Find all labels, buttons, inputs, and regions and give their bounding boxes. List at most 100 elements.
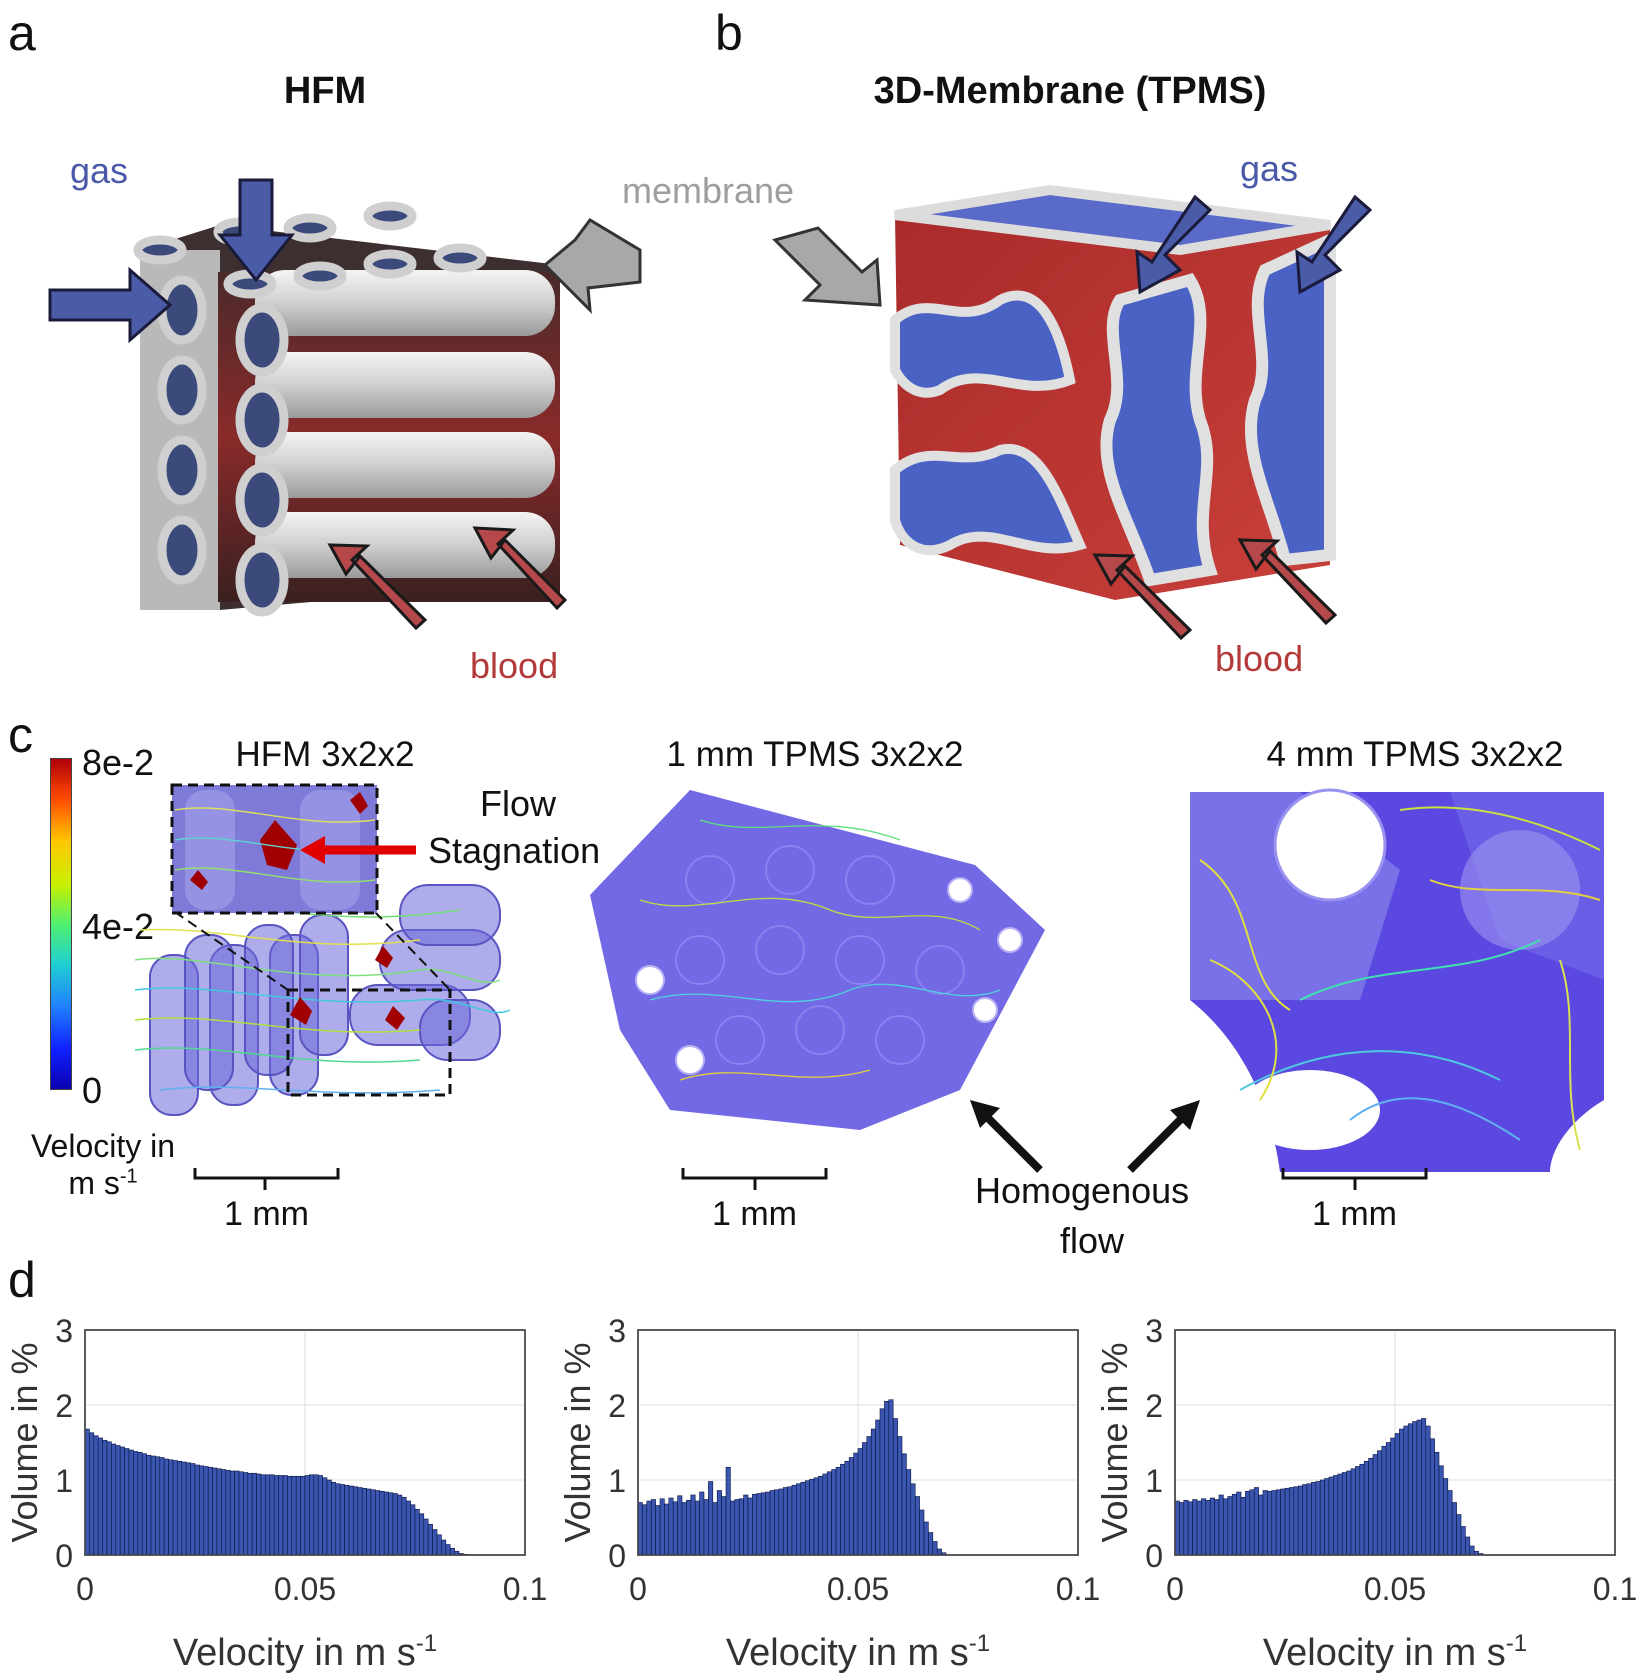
gas-arrow-down-icon <box>216 178 296 283</box>
histogram-bar <box>339 1484 345 1556</box>
histogram-bar <box>1390 1437 1396 1556</box>
histogram-bar <box>1183 1499 1189 1556</box>
membrane-label: membrane <box>622 170 795 211</box>
histogram-bar <box>853 1452 859 1556</box>
histogram-bar <box>1328 1476 1334 1556</box>
histogram-bar <box>936 1548 942 1556</box>
histogram-bar <box>1306 1483 1312 1556</box>
membrane-arrow-icon <box>772 226 882 307</box>
histogram-bar <box>375 1490 381 1556</box>
histogram-bar <box>141 1453 147 1556</box>
blood-arrow-icon <box>1237 538 1338 626</box>
hfm-flow-simulation <box>134 783 511 1116</box>
tpms-4mm-flow-simulation <box>1190 788 1604 1172</box>
histogram-bar <box>1284 1487 1290 1556</box>
scale-bar-label: 1 mm <box>712 1195 797 1233</box>
histogram-bar <box>848 1457 854 1556</box>
histogram-bar <box>769 1490 775 1556</box>
tpms-block <box>890 184 1336 600</box>
tpms-1mm-flow-simulation <box>590 790 1045 1130</box>
histogram-bar <box>796 1483 802 1556</box>
histogram-bar <box>1456 1514 1462 1556</box>
histogram-bar <box>269 1474 275 1556</box>
zoom-region-box <box>286 988 452 1097</box>
histogram-bar <box>1315 1481 1321 1556</box>
histogram-bar <box>906 1469 912 1556</box>
histogram-bar <box>928 1532 934 1556</box>
blood-arrow-icon <box>327 543 428 631</box>
histogram-bar <box>734 1499 740 1556</box>
histogram-bar <box>273 1475 279 1556</box>
histogram-bar <box>1372 1454 1378 1556</box>
histogram-bar <box>694 1500 700 1556</box>
histogram-bar <box>1293 1486 1299 1556</box>
axes-frame <box>637 1329 1079 1556</box>
histogram-bar <box>813 1477 819 1556</box>
histogram-bar <box>1416 1419 1422 1556</box>
histogram-bar <box>1253 1487 1259 1556</box>
histogram-bar <box>445 1544 451 1556</box>
tube-ends <box>133 201 487 617</box>
histogram-bar <box>1258 1494 1264 1556</box>
histogram-bar <box>410 1504 416 1556</box>
histogram-bar <box>97 1437 103 1556</box>
y-tick-label: 3 <box>1145 1313 1163 1349</box>
histogram-bar <box>897 1436 903 1556</box>
histogram-bar <box>111 1443 117 1556</box>
tpms-1mm-streamlines <box>639 819 1001 1081</box>
histogram-bar <box>397 1494 403 1556</box>
histogram-bar <box>826 1471 832 1556</box>
histogram-bar <box>1240 1496 1246 1556</box>
histogram-bar <box>914 1496 920 1556</box>
histogram-bar <box>1196 1500 1202 1556</box>
histogram-bar <box>353 1486 359 1556</box>
histogram-bar <box>747 1497 753 1556</box>
histogram-bar <box>128 1449 134 1556</box>
x-axis-label: Velocity in m s-1 <box>1263 1630 1527 1674</box>
histogram-bar <box>1377 1450 1383 1556</box>
histogram-bar <box>932 1541 938 1556</box>
panel-a-gas-label: gas <box>70 150 129 191</box>
histogram-bar <box>782 1487 788 1556</box>
histogram-tpms-1mm: 0 1 2 3 0 0.05 0.1 Velocity in m s-1 Volume in % <box>557 1313 1100 1674</box>
histogram-bar <box>708 1481 714 1556</box>
histogram-bar <box>888 1399 894 1556</box>
velocity-colorbar <box>50 758 72 1090</box>
histogram-bar <box>1302 1484 1308 1556</box>
histogram-bar <box>672 1501 678 1556</box>
histogram-bar <box>124 1448 130 1556</box>
histogram-bar <box>366 1488 372 1556</box>
histogram-bar <box>840 1463 846 1556</box>
histogram-bar <box>1179 1502 1185 1556</box>
histogram-tpms-4mm: 0 1 2 3 0 0.05 0.1 Velocity in m s-1 Volume in % <box>1094 1313 1637 1674</box>
colorbar-min-label: 0 <box>82 1070 103 1111</box>
histogram-bar <box>291 1475 297 1556</box>
colorbar-max-label: 8e-2 <box>82 742 155 783</box>
tpms-1mm-rings <box>675 845 965 1065</box>
panel-letter-a: a <box>8 5 36 61</box>
histogram-bar <box>1271 1490 1277 1556</box>
histogram-bar <box>760 1492 766 1556</box>
hfm-module-illustration <box>48 178 642 631</box>
histogram-bar <box>163 1458 169 1556</box>
histogram-bar <box>388 1492 394 1556</box>
histogram-bar <box>822 1473 828 1556</box>
histogram-bar <box>256 1473 262 1556</box>
histogram-bar <box>791 1484 797 1556</box>
histogram-bar <box>857 1448 863 1556</box>
histogram-bar <box>317 1475 323 1556</box>
histogram-bar <box>199 1465 205 1556</box>
histogram-bar <box>1289 1487 1295 1556</box>
histogram-bar <box>862 1442 868 1556</box>
panel-b-gas-label: gas <box>1240 148 1299 189</box>
y-tick-label: 2 <box>1145 1388 1163 1424</box>
histogram-bar <box>185 1462 191 1556</box>
membrane-arrow-icon <box>542 218 642 314</box>
histogram-bar <box>89 1432 95 1556</box>
histogram-bar <box>229 1470 235 1556</box>
scale-bar-label: 1 mm <box>224 1195 309 1233</box>
y-tick-label: 0 <box>608 1538 626 1574</box>
x-tick-label: 0.05 <box>827 1571 889 1607</box>
tpms-4mm-pore <box>1273 788 1387 902</box>
histogram-bar <box>1399 1428 1405 1556</box>
